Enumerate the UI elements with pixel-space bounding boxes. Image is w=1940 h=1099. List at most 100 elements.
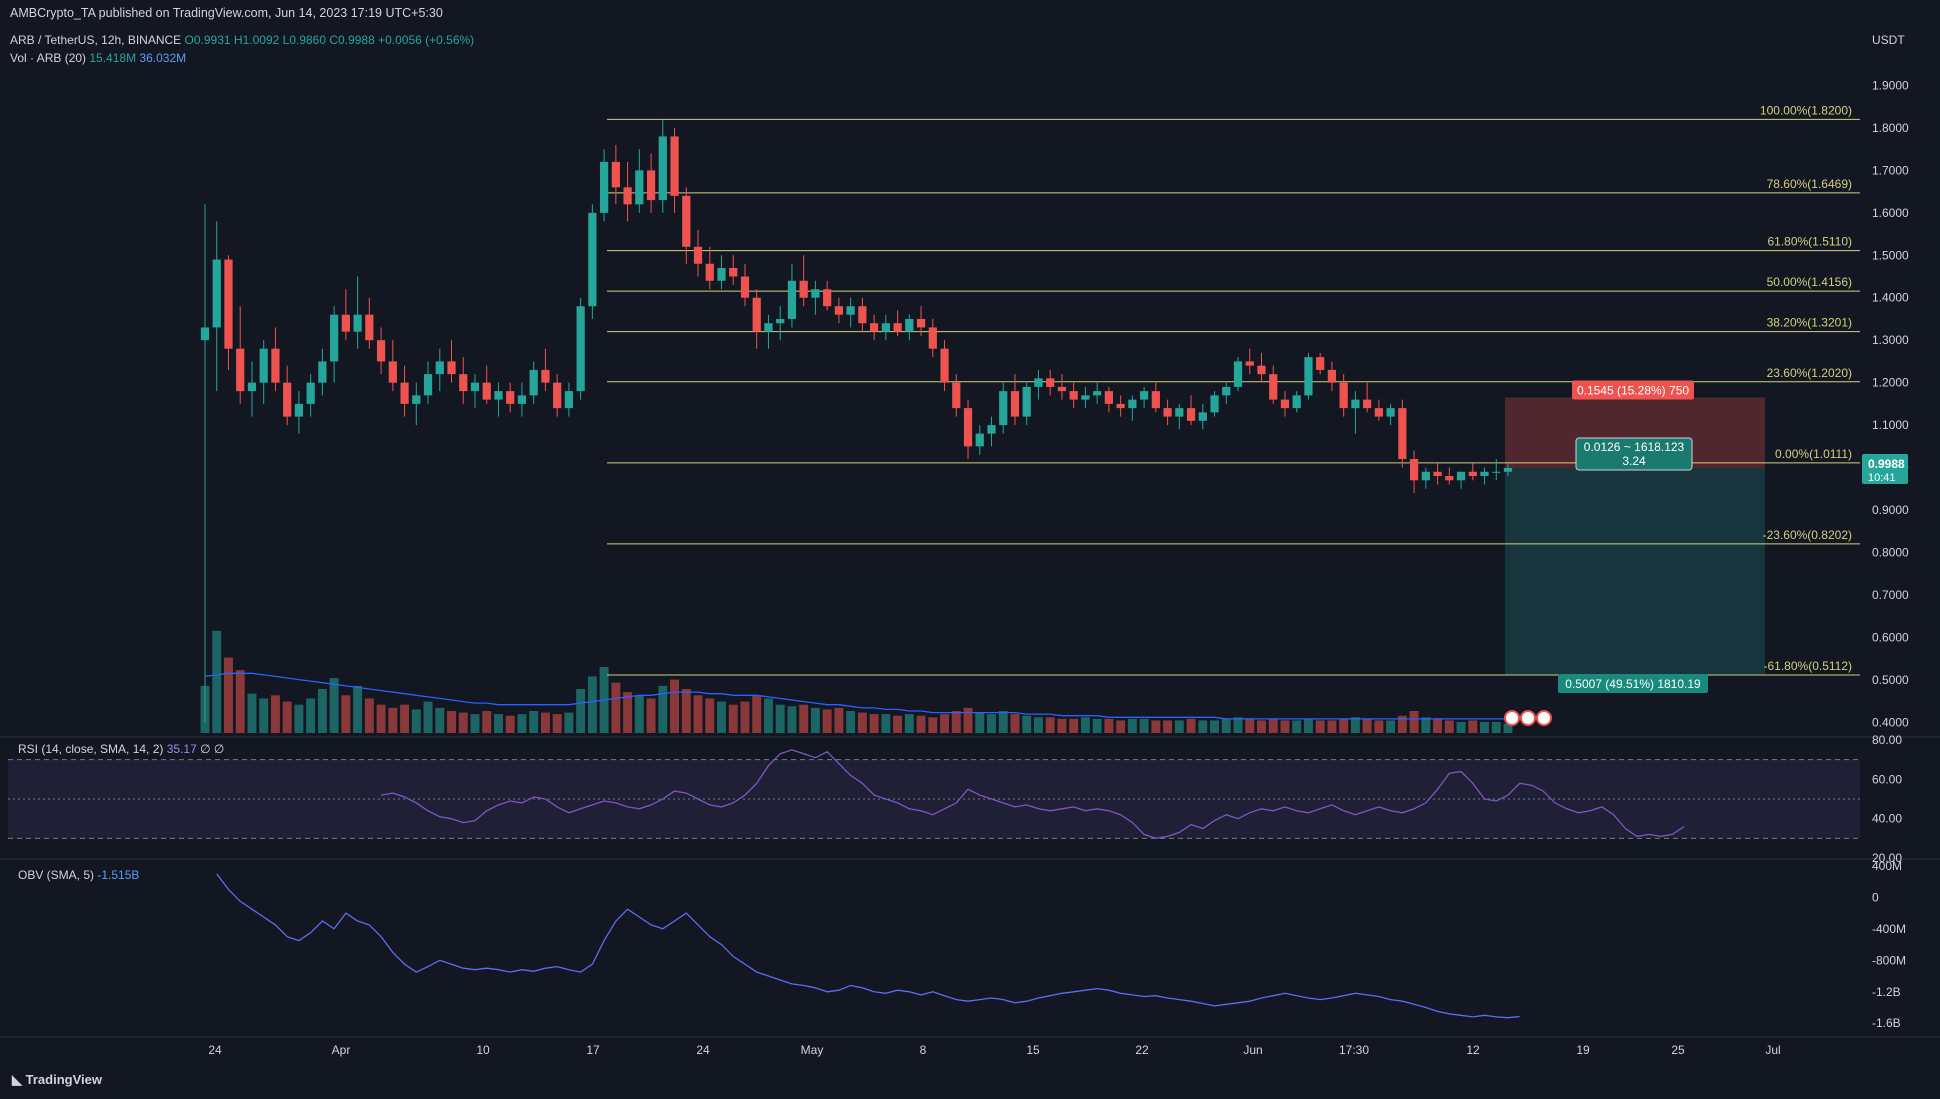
candle-body <box>1280 399 1290 409</box>
event-flag-icon <box>1504 710 1520 726</box>
volume-bar <box>494 714 503 733</box>
volume-bar <box>1045 717 1055 733</box>
time-tick-label: 12 <box>1466 1043 1480 1057</box>
rsi-path <box>380 749 1685 839</box>
candle-body <box>670 136 679 196</box>
volume-bar <box>552 714 562 733</box>
time-tick-label: 22 <box>1135 1043 1149 1057</box>
volume-bar <box>470 714 480 733</box>
volume-title[interactable]: Vol · ARB (20) <box>10 51 87 65</box>
rsi-title[interactable]: RSI (14, close, SMA, 14, 2) <box>18 742 164 756</box>
entry-label-text: 0.0126 ~ 1618.123 <box>1584 440 1685 454</box>
volume-bar <box>1280 720 1290 733</box>
volume-bar <box>1057 718 1067 733</box>
candle-body <box>1386 408 1395 417</box>
candle-body <box>517 395 527 404</box>
price-tick-label: 0.6000 <box>1872 630 1909 644</box>
candle-body <box>1316 357 1325 370</box>
volume-bar <box>763 698 773 733</box>
candle-body <box>212 259 221 328</box>
rsi-current: 35.17 <box>166 742 197 756</box>
volume-bar <box>998 711 1008 733</box>
candle-body <box>1175 408 1184 417</box>
entry-label-box <box>1575 437 1693 471</box>
volume-bar <box>670 679 680 733</box>
time-tick-label: Jul <box>1765 1043 1780 1057</box>
volume-bar <box>1174 720 1184 733</box>
candle-body <box>1456 471 1466 481</box>
volume-bar <box>1010 714 1020 733</box>
candle-body <box>705 263 714 281</box>
target-label-box <box>1558 674 1708 694</box>
candle-body <box>1257 365 1266 375</box>
candle-body <box>1034 378 1043 387</box>
volume-bar <box>364 698 374 733</box>
ohlc-high: H1.0092 <box>233 33 280 47</box>
bar-countdown: 10:41 <box>1868 472 1896 484</box>
time-tick-label: 19 <box>1576 1043 1590 1057</box>
fib-level-label: 38.20%(1.3201) <box>1767 316 1852 330</box>
volume-bar <box>869 714 879 733</box>
obv-path <box>216 873 1520 1019</box>
volume-bar <box>1022 715 1032 733</box>
candle-body <box>1139 391 1149 400</box>
candle-body <box>447 361 456 375</box>
volume-bar <box>904 714 914 733</box>
price-tick-label: 1.9000 <box>1872 78 1909 92</box>
candle-body <box>764 323 773 332</box>
volume-bar <box>623 692 633 733</box>
candle-body <box>1421 471 1430 481</box>
time-tick-label: 17:30 <box>1339 1043 1369 1057</box>
volume-bar <box>212 630 222 733</box>
event-flag-icon <box>1520 710 1536 726</box>
obv-title[interactable]: OBV (SMA, 5) <box>18 868 95 882</box>
volume-bar <box>1315 720 1325 733</box>
candle-body <box>1233 361 1243 387</box>
price-tick-label: 1.2000 <box>1872 376 1909 390</box>
volume-legend: Vol · ARB (20) 15.418M 36.032M <box>10 51 186 65</box>
candle-body <box>470 382 480 392</box>
candle-body <box>893 323 902 332</box>
candle-body <box>963 408 973 447</box>
candle-body <box>564 391 574 409</box>
candle-body <box>1445 476 1454 481</box>
candle-body <box>1163 408 1172 417</box>
price-tick-label: 1.8000 <box>1872 121 1909 135</box>
volume-bar <box>705 698 715 733</box>
candles <box>200 119 1513 723</box>
fib-level-label: 0.00%(1.0111) <box>1775 447 1852 461</box>
tradingview-logo[interactable]: ◣ TradingView <box>12 1072 102 1088</box>
volume-ma-value: 36.032M <box>139 51 187 65</box>
volume-bar <box>1069 718 1079 733</box>
candle-body <box>1198 412 1207 421</box>
candle-body <box>1186 408 1196 421</box>
symbol-title[interactable]: ARB / TetherUS, 12h, BINANCE <box>10 33 182 47</box>
candle-body <box>400 382 409 404</box>
candle-body <box>412 395 421 404</box>
time-tick-label: Jun <box>1243 1043 1262 1057</box>
volume-bar <box>1092 718 1102 733</box>
price-tick-label: 0.8000 <box>1872 545 1909 559</box>
candle-body <box>1222 386 1231 396</box>
volume-bar <box>1104 718 1114 733</box>
volume-bar <box>411 709 421 733</box>
volume-bar <box>1456 722 1466 733</box>
fib-level-label: 61.80%(1.5110) <box>1767 235 1852 249</box>
candle-body <box>799 280 808 298</box>
ohlc-close: C0.9988 <box>329 33 375 47</box>
volume-bar <box>1257 720 1266 733</box>
candle-body <box>236 348 245 392</box>
candle-body <box>823 289 832 307</box>
candle-body <box>1245 361 1254 366</box>
time-tick-label: 25 <box>1671 1043 1685 1057</box>
volume-bar <box>1374 720 1384 733</box>
volume-bar <box>693 695 703 733</box>
candle-body <box>858 306 867 324</box>
candle-body <box>940 348 949 383</box>
volume-bar <box>329 678 339 733</box>
volume-bar <box>611 682 621 733</box>
obv-legend: OBV (SMA, 5) -1.515B <box>18 868 139 882</box>
price-tick-label: 0.4000 <box>1872 715 1909 729</box>
price-tick-label: 0.5000 <box>1872 673 1909 687</box>
